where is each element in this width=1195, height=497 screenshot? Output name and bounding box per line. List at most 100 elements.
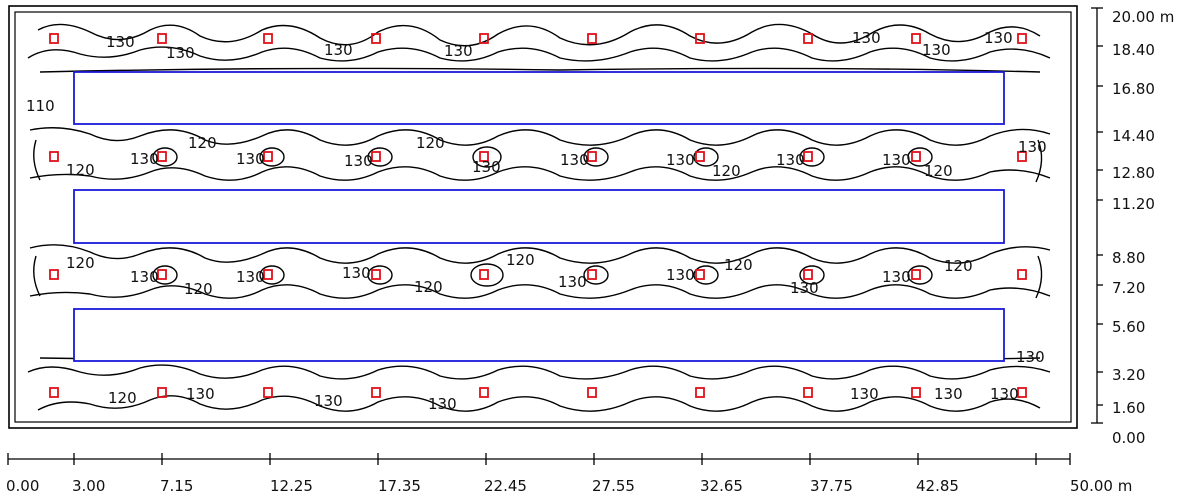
contour-label: 130 (934, 385, 963, 403)
y-tick-label: 14.40 (1112, 127, 1155, 145)
luminaire-marker-icon (803, 33, 813, 44)
contour-label: 130 (1016, 348, 1045, 366)
luminaire-marker-icon (371, 151, 381, 162)
contour-label: 130 (922, 41, 951, 59)
y-tick-label: 16.80 (1112, 80, 1155, 98)
contour-label: 130 (666, 151, 695, 169)
luminaire-marker-icon (479, 151, 489, 162)
contour-label: 120 (724, 256, 753, 274)
contour-label: 130 (236, 268, 265, 286)
luminaire-marker-icon (371, 269, 381, 280)
luminaire-marker-icon (803, 151, 813, 162)
luminaire-marker-icon (263, 387, 273, 398)
luminaire-marker-icon (803, 269, 813, 280)
luminaire-marker-icon (157, 269, 167, 280)
room-outer-frame (8, 5, 1078, 429)
contour-label: 130 (314, 392, 343, 410)
room-inner-frame (14, 11, 1072, 423)
contour-label: 130 (166, 44, 195, 62)
contour-label: 130 (882, 151, 911, 169)
contour-label: 130 (428, 395, 457, 413)
contour-label: 120 (506, 251, 535, 269)
obstacle-rack-2 (73, 189, 1005, 244)
obstacle-rack-1 (73, 71, 1005, 125)
contour-label: 130 (852, 29, 881, 47)
contour-label: 120 (66, 254, 95, 272)
contour-label: 120 (108, 389, 137, 407)
luminaire-marker-icon (587, 269, 597, 280)
y-tick-label: 8.80 (1112, 249, 1145, 267)
contour-label: 130 (236, 150, 265, 168)
y-tick-label: 12.80 (1112, 164, 1155, 182)
contour-label: 120 (924, 162, 953, 180)
y-tick-label: 11.20 (1112, 195, 1155, 213)
luminaire-marker-icon (803, 387, 813, 398)
contour-label: 120 (66, 161, 95, 179)
contour-label: 130 (850, 385, 879, 403)
x-tick-label: 3.00 (72, 477, 105, 495)
luminaire-marker-icon (263, 269, 273, 280)
contour-label: 130 (186, 385, 215, 403)
luminaire-marker-icon (371, 387, 381, 398)
contour-label: 130 (342, 264, 371, 282)
contour-label: 130 (444, 42, 473, 60)
luminaire-marker-icon (695, 269, 705, 280)
luminaire-marker-icon (1017, 151, 1027, 162)
contour-label: 130 (1018, 138, 1047, 156)
luminaire-marker-icon (911, 269, 921, 280)
contour-label: 130 (130, 150, 159, 168)
luminaire-marker-icon (479, 33, 489, 44)
luminaire-marker-icon (587, 387, 597, 398)
x-tick-label: 12.25 (270, 477, 313, 495)
luminaire-marker-icon (49, 33, 59, 44)
luminaire-marker-icon (1017, 269, 1027, 280)
contour-label: 130 (882, 268, 911, 286)
luminaire-marker-icon (49, 387, 59, 398)
luminaire-marker-icon (1017, 387, 1027, 398)
contour-value-labels: 130 130 130 130 130 130 130 110 120 130 … (26, 29, 1047, 413)
y-tick-label: 5.60 (1112, 318, 1145, 336)
obstacles (73, 71, 1005, 362)
luminaire-marker-icon (695, 387, 705, 398)
luminaire-marker-icon (157, 387, 167, 398)
contour-label: 120 (712, 162, 741, 180)
contour-label: 120 (414, 278, 443, 296)
luminaire-marker-icon (587, 151, 597, 162)
luminaire-marker-icon (911, 33, 921, 44)
luminaire-markers (49, 33, 1027, 398)
obstacle-rack-3 (73, 308, 1005, 362)
luminaire-marker-icon (911, 151, 921, 162)
luminaire-marker-icon (263, 151, 273, 162)
luminaire-marker-icon (479, 269, 489, 280)
x-tick-label: 42.85 (916, 477, 959, 495)
luminaire-marker-icon (911, 387, 921, 398)
y-tick-label: 20.00 m (1112, 8, 1174, 26)
contour-label: 120 (188, 134, 217, 152)
x-axis: 0.00 3.00 7.15 12.25 17.35 22.45 27.55 3… (6, 453, 1132, 495)
y-axis: 20.00 m 18.40 16.80 14.40 12.80 11.20 8.… (1091, 7, 1174, 447)
x-tick-label: 37.75 (810, 477, 853, 495)
contour-label: 120 (944, 257, 973, 275)
luminaire-marker-icon (157, 151, 167, 162)
x-tick-label: 22.45 (484, 477, 527, 495)
contour-label: 130 (324, 41, 353, 59)
y-tick-label: 18.40 (1112, 41, 1155, 59)
contour-label: 130 (666, 266, 695, 284)
x-tick-label: 50.00 m (1070, 477, 1132, 495)
x-tick-label: 0.00 (6, 477, 39, 495)
luminaire-marker-icon (479, 387, 489, 398)
y-tick-label: 1.60 (1112, 399, 1145, 417)
contour-label: 130 (130, 268, 159, 286)
y-tick-label: 3.20 (1112, 366, 1145, 384)
x-tick-label: 7.15 (160, 477, 193, 495)
luminaire-marker-icon (49, 269, 59, 280)
luminaire-marker-icon (695, 33, 705, 44)
luminaire-marker-icon (371, 33, 381, 44)
contour-label: 130 (558, 273, 587, 291)
x-tick-label: 32.65 (700, 477, 743, 495)
contour-label: 120 (184, 280, 213, 298)
contour-label: 130 (560, 151, 589, 169)
luminaire-marker-icon (49, 151, 59, 162)
contour-label: 130 (984, 29, 1013, 47)
contour-label: 130 (344, 152, 373, 170)
